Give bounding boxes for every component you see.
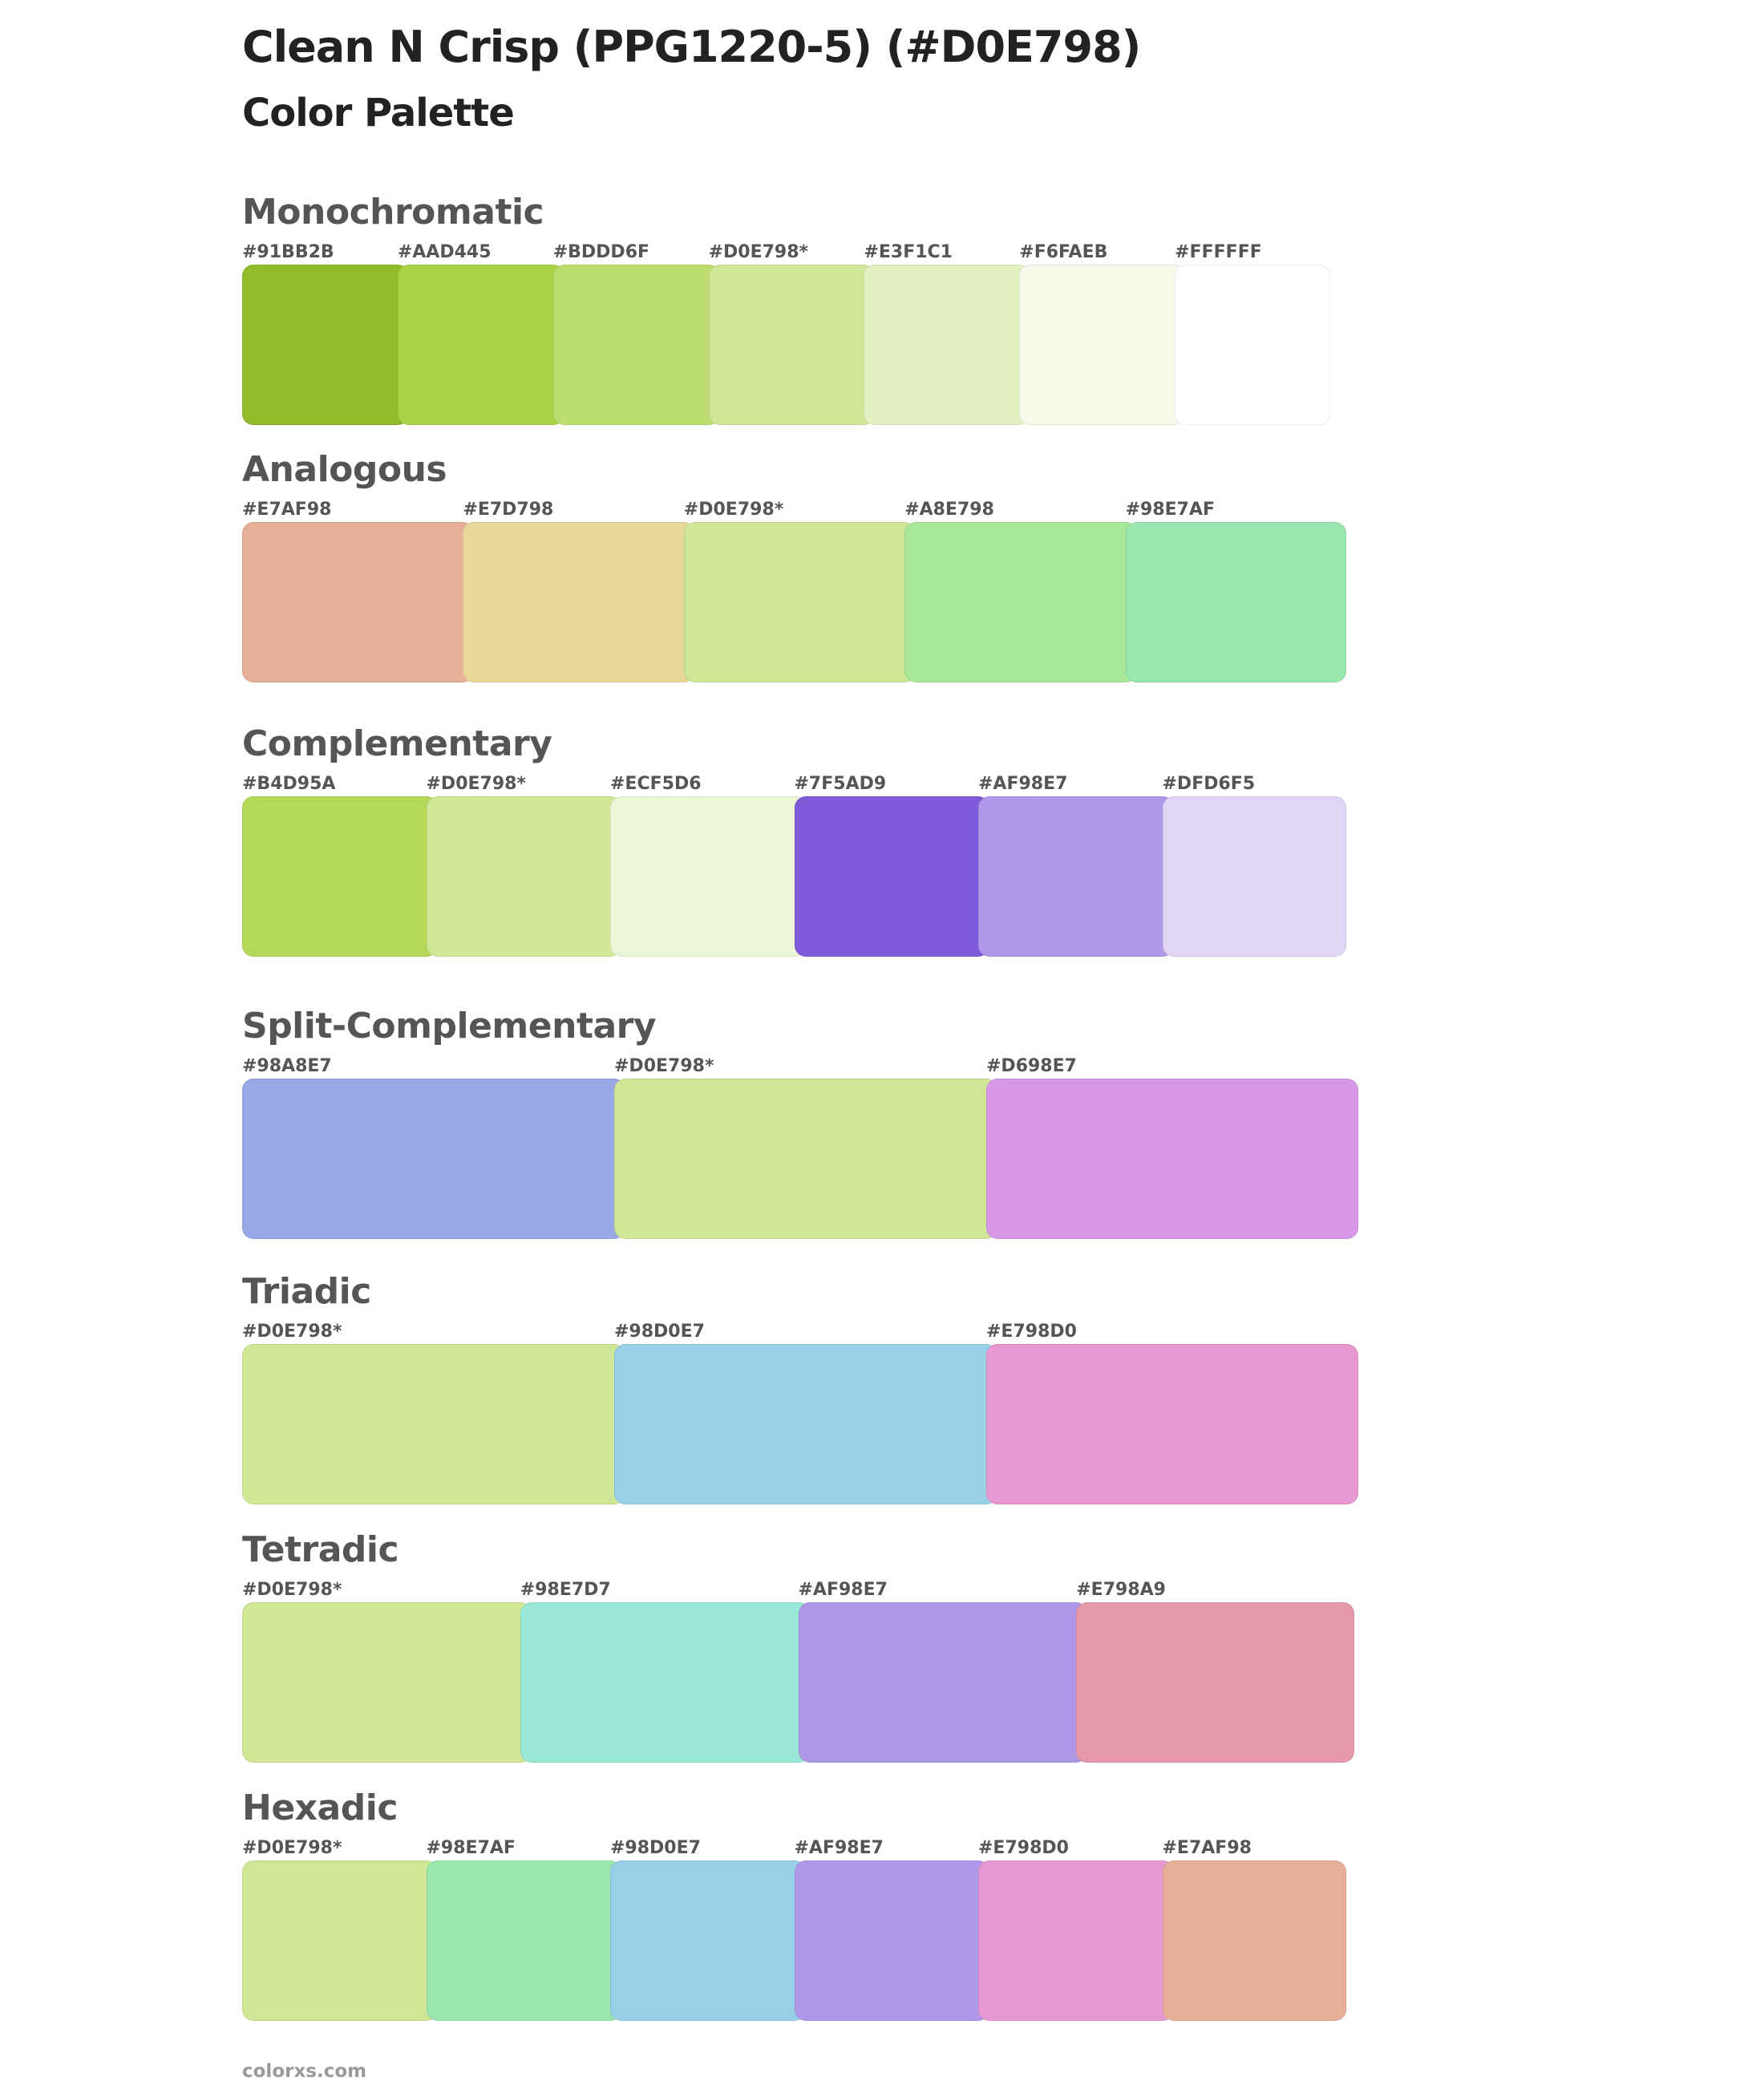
color-swatch bbox=[986, 1079, 1358, 1239]
color-swatch bbox=[978, 1860, 1174, 2021]
color-swatch bbox=[426, 1860, 621, 2021]
swatch-label: #BDDD6F bbox=[552, 242, 650, 262]
swatch-label: #E798D0 bbox=[986, 1322, 1077, 1342]
title: Clean N Crisp (PPG1220-5) (#D0E798) bbox=[242, 22, 1141, 72]
color-swatch bbox=[242, 1860, 438, 2021]
swatch-label: #F6FAEB bbox=[1019, 242, 1108, 262]
swatch-label: #D0E798* bbox=[242, 1838, 342, 1858]
section-heading: Complementary bbox=[242, 723, 552, 764]
swatch-label: #98A8E7 bbox=[242, 1056, 332, 1076]
swatch-label: #AAD445 bbox=[397, 242, 492, 262]
color-swatch bbox=[242, 1344, 625, 1504]
subtitle: Color Palette bbox=[242, 91, 515, 136]
swatch-label: #D0E798* bbox=[242, 1322, 342, 1342]
color-swatch bbox=[1162, 1860, 1346, 2021]
swatch-label: #D0E798* bbox=[614, 1056, 714, 1076]
swatch-label: #A8E798 bbox=[904, 500, 994, 520]
swatch-label: #E7AF98 bbox=[242, 500, 332, 520]
swatch-label: #E798D0 bbox=[978, 1838, 1069, 1858]
swatch-label: #AF98E7 bbox=[798, 1580, 888, 1600]
color-swatch bbox=[614, 1079, 997, 1239]
section-heading: Monochromatic bbox=[242, 192, 544, 233]
color-swatch bbox=[794, 796, 989, 957]
color-swatch bbox=[683, 522, 916, 682]
swatch-label: #98E7AF bbox=[1125, 500, 1216, 520]
color-swatch bbox=[864, 265, 1031, 425]
swatch-label: #D698E7 bbox=[986, 1056, 1077, 1076]
color-swatch bbox=[397, 265, 564, 425]
section-heading: Triadic bbox=[242, 1271, 371, 1312]
color-swatch bbox=[242, 796, 438, 957]
swatch-label: #D0E798* bbox=[683, 500, 784, 520]
color-swatch bbox=[1175, 265, 1330, 425]
color-swatch bbox=[610, 796, 806, 957]
swatch-label: #D0E798* bbox=[426, 774, 526, 794]
swatch-label: #DFD6F5 bbox=[1162, 774, 1256, 794]
section-heading: Hexadic bbox=[242, 1787, 398, 1828]
color-swatch bbox=[1076, 1602, 1354, 1763]
color-swatch bbox=[708, 265, 876, 425]
swatch-label: #7F5AD9 bbox=[794, 774, 887, 794]
color-swatch bbox=[798, 1602, 1088, 1763]
swatch-label: #98D0E7 bbox=[610, 1838, 701, 1858]
color-swatch bbox=[986, 1344, 1358, 1504]
color-swatch bbox=[1162, 796, 1346, 957]
swatch-label: #E7AF98 bbox=[1162, 1838, 1252, 1858]
swatch-label: #E7D798 bbox=[463, 500, 554, 520]
color-swatch bbox=[614, 1344, 997, 1504]
swatch-label: #AF98E7 bbox=[978, 774, 1068, 794]
swatch-label: #98E7AF bbox=[426, 1838, 516, 1858]
color-swatch bbox=[242, 1079, 625, 1239]
color-swatch bbox=[1125, 522, 1346, 682]
swatch-label: #E3F1C1 bbox=[864, 242, 953, 262]
color-swatch bbox=[794, 1860, 989, 2021]
footer[interactable]: colorxs.com bbox=[242, 2061, 367, 2082]
swatch-label: #D0E798* bbox=[242, 1580, 342, 1600]
section-heading: Split-Complementary bbox=[242, 1006, 657, 1047]
color-swatch bbox=[520, 1602, 810, 1763]
swatch-label: #98D0E7 bbox=[614, 1322, 705, 1342]
swatch-label: #91BB2B bbox=[242, 242, 334, 262]
color-swatch bbox=[978, 796, 1174, 957]
color-swatch bbox=[426, 796, 621, 957]
color-swatch bbox=[242, 522, 475, 682]
section-heading: Tetradic bbox=[242, 1529, 399, 1570]
swatch-label: #ECF5D6 bbox=[610, 774, 702, 794]
color-swatch bbox=[242, 1602, 532, 1763]
color-swatch bbox=[1019, 265, 1187, 425]
swatch-label: #D0E798* bbox=[708, 242, 809, 262]
color-swatch bbox=[463, 522, 695, 682]
swatch-label: #98E7D7 bbox=[520, 1580, 611, 1600]
color-swatch bbox=[242, 265, 409, 425]
swatch-label: #B4D95A bbox=[242, 774, 336, 794]
swatch-label: #E798A9 bbox=[1076, 1580, 1166, 1600]
swatch-label: #FFFFFF bbox=[1175, 242, 1262, 262]
swatch-label: #AF98E7 bbox=[794, 1838, 884, 1858]
color-swatch bbox=[552, 265, 720, 425]
section-heading: Analogous bbox=[242, 449, 447, 490]
color-swatch bbox=[610, 1860, 806, 2021]
color-swatch bbox=[904, 522, 1137, 682]
